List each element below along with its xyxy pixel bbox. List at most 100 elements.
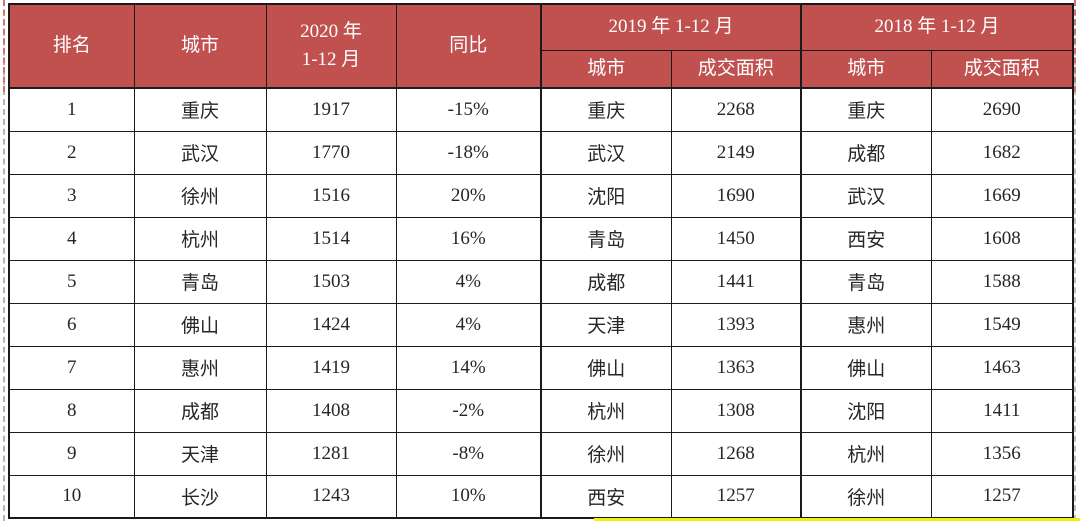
rank-cell: 6 [8,302,135,347]
city-2018-cell: 青岛 [800,259,932,304]
header-2020-line2: 1-12 月 [301,49,361,70]
yoy-cell: 10% [395,474,542,519]
table-row: 1 重庆 1917 -15% 重庆 2268 重庆 2690 [8,87,1074,132]
value-2019-cell: 1393 [670,302,803,347]
value-2019-cell: 1441 [670,259,803,304]
print-area-dash-right [1074,0,1076,92]
rank-cell: 8 [8,388,135,433]
header-2019-city: 城市 [540,49,672,89]
value-2018-cell: 1356 [930,431,1074,476]
value-2018-cell: 1682 [930,130,1074,175]
yoy-cell: 14% [395,345,542,390]
city-2019-cell: 武汉 [540,130,672,175]
value-2019-cell: 1690 [670,173,803,218]
value-2019-cell: 1363 [670,345,803,390]
rank-cell: 5 [8,259,135,304]
value-2019-cell: 2149 [670,130,803,175]
city-2019-cell: 西安 [540,474,672,519]
print-area-dash-left [3,0,5,92]
header-2019-area: 成交面积 [670,49,803,89]
table-row: 7 惠州 1419 14% 佛山 1363 佛山 1463 [8,345,1074,390]
value-2018-cell: 1669 [930,173,1074,218]
city-2020-cell: 武汉 [133,130,267,175]
value-2019-cell: 1308 [670,388,803,433]
city-2020-cell: 惠州 [133,345,267,390]
value-2020-cell: 1514 [265,216,397,261]
city-2020-cell: 杭州 [133,216,267,261]
header-2018-city: 城市 [800,49,932,89]
city-2020-cell: 徐州 [133,173,267,218]
header-rank: 排名 [8,3,135,89]
value-2019-cell: 1257 [670,474,803,519]
page-break-line-left [3,0,5,521]
city-2019-cell: 佛山 [540,345,672,390]
table-row: 4 杭州 1514 16% 青岛 1450 西安 1608 [8,216,1074,261]
city-2020-cell: 佛山 [133,302,267,347]
rank-cell: 10 [8,474,135,519]
header-2020-line1: 2020 年 [300,21,362,43]
city-2019-cell: 重庆 [540,87,672,132]
value-2018-cell: 1549 [930,302,1074,347]
city-2018-cell: 成都 [800,130,932,175]
city-2020-cell: 重庆 [133,87,267,132]
value-2020-cell: 1516 [265,173,397,218]
yoy-cell: -15% [395,87,542,132]
header-2018-group: 2018 年 1-12 月 [800,3,1074,51]
table-row: 6 佛山 1424 4% 天津 1393 惠州 1549 [8,302,1074,347]
value-2019-cell: 1268 [670,431,803,476]
value-2019-cell: 1450 [670,216,803,261]
value-2018-cell: 1608 [930,216,1074,261]
city-transaction-ranking-table: 排名 城市 2020 年 1-12 月 同比 2019 年 1-12 月 201… [8,3,1075,519]
table-row: 8 成都 1408 -2% 杭州 1308 沈阳 1411 [8,388,1074,433]
value-2018-cell: 2690 [930,87,1074,132]
value-2020-cell: 1419 [265,345,397,390]
city-2019-cell: 天津 [540,302,672,347]
rank-cell: 9 [8,431,135,476]
yoy-cell: 4% [395,302,542,347]
value-2020-cell: 1424 [265,302,397,347]
value-2020-cell: 1243 [265,474,397,519]
value-2020-cell: 1503 [265,259,397,304]
yoy-cell: 20% [395,173,542,218]
table-row: 5 青岛 1503 4% 成都 1441 青岛 1588 [8,259,1074,304]
city-2020-cell: 天津 [133,431,267,476]
city-2018-cell: 重庆 [800,87,932,132]
rank-cell: 2 [8,130,135,175]
rank-cell: 7 [8,345,135,390]
value-2020-cell: 1917 [265,87,397,132]
yoy-cell: 4% [395,259,542,304]
city-2019-cell: 杭州 [540,388,672,433]
value-2018-cell: 1257 [930,474,1074,519]
value-2018-cell: 1411 [930,388,1074,433]
yoy-cell: -18% [395,130,542,175]
table-row: 3 徐州 1516 20% 沈阳 1690 武汉 1669 [8,173,1074,218]
city-2020-cell: 长沙 [133,474,267,519]
table-row: 9 天津 1281 -8% 徐州 1268 杭州 1356 [8,431,1074,476]
value-2020-cell: 1770 [265,130,397,175]
rank-cell: 4 [8,216,135,261]
table-row: 2 武汉 1770 -18% 武汉 2149 成都 1682 [8,130,1074,175]
city-2018-cell: 武汉 [800,173,932,218]
yoy-cell: 16% [395,216,542,261]
city-2018-cell: 佛山 [800,345,932,390]
table-header: 排名 城市 2020 年 1-12 月 同比 2019 年 1-12 月 201… [8,3,1074,89]
city-2018-cell: 西安 [800,216,932,261]
city-2018-cell: 惠州 [800,302,932,347]
header-2019-group: 2019 年 1-12 月 [540,3,803,51]
city-2019-cell: 沈阳 [540,173,672,218]
yoy-cell: -2% [395,388,542,433]
city-2020-cell: 成都 [133,388,267,433]
value-2020-cell: 1408 [265,388,397,433]
table-row: 10 长沙 1243 10% 西安 1257 徐州 1257 [8,474,1074,519]
page-break-line-right [1074,0,1076,521]
header-yoy: 同比 [395,3,542,89]
value-2020-cell: 1281 [265,431,397,476]
city-2019-cell: 青岛 [540,216,672,261]
table-body: 1 重庆 1917 -15% 重庆 2268 重庆 2690 2 武汉 1770 -18% 武汉 2149… [8,87,1074,519]
header-2018-area: 成交面积 [930,49,1074,89]
city-2018-cell: 沈阳 [800,388,932,433]
yoy-cell: -8% [395,431,542,476]
header-2020-period: 2020 年 1-12 月 [265,3,397,89]
yellow-highlight-cutoff [594,518,1080,521]
